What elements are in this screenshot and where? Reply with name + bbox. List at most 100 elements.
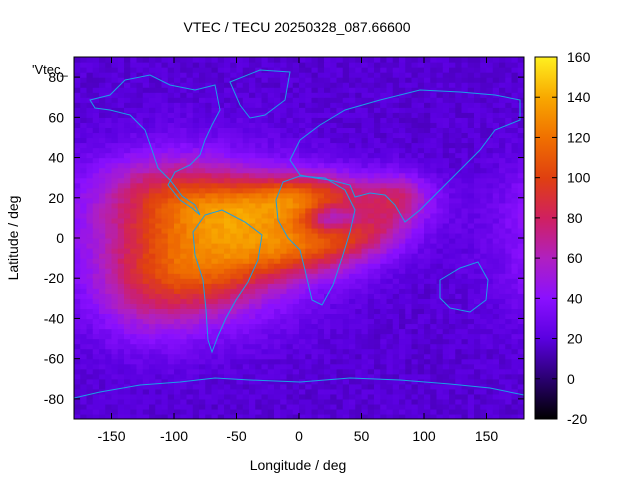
heatmap-cell	[461, 102, 469, 108]
heatmap-cell	[124, 162, 131, 169]
heatmap-cell	[249, 117, 256, 123]
heatmap-cell	[286, 353, 294, 360]
heatmap-cell	[261, 182, 269, 189]
heatmap-cell	[255, 77, 263, 83]
heatmap-cell	[99, 132, 106, 139]
heatmap-cell	[324, 192, 331, 199]
heatmap-cell	[449, 122, 456, 128]
heatmap-cell	[105, 182, 113, 189]
heatmap-cell	[149, 97, 156, 103]
heatmap-cell	[299, 187, 306, 194]
heatmap-cell	[267, 248, 275, 254]
heatmap-cell	[155, 243, 163, 249]
heatmap-cell	[342, 313, 350, 320]
heatmap-cell	[167, 137, 175, 144]
heatmap-cell	[311, 328, 319, 335]
heatmap-cell	[192, 283, 200, 289]
heatmap-cell	[442, 313, 450, 320]
heatmap-cell	[380, 413, 388, 419]
heatmap-cell	[355, 248, 363, 254]
heatmap-cell	[261, 147, 269, 154]
heatmap-cell	[505, 87, 513, 93]
heatmap-cell	[180, 273, 188, 279]
heatmap-cell	[386, 207, 394, 214]
heatmap-cell	[230, 187, 238, 194]
heatmap-cell	[249, 167, 256, 174]
heatmap-cell	[311, 358, 319, 365]
heatmap-cell	[180, 202, 188, 209]
heatmap-cell	[261, 378, 269, 385]
heatmap-cell	[317, 127, 325, 134]
heatmap-cell	[205, 248, 213, 254]
heatmap-cell	[199, 338, 206, 345]
heatmap-cell	[136, 328, 144, 335]
heatmap-cell	[461, 82, 469, 88]
heatmap-cell	[167, 102, 175, 108]
heatmap-cell	[130, 187, 138, 194]
heatmap-cell	[92, 363, 100, 370]
heatmap-cell	[436, 303, 444, 309]
heatmap-cell	[355, 152, 363, 159]
heatmap-cell	[280, 263, 288, 269]
heatmap-cell	[449, 167, 456, 174]
heatmap-cell	[92, 77, 100, 83]
heatmap-cell	[380, 187, 388, 194]
heatmap-cell	[105, 117, 113, 123]
heatmap-cell	[217, 152, 225, 159]
heatmap-cell	[367, 403, 375, 410]
heatmap-cell	[174, 358, 181, 365]
heatmap-cell	[392, 162, 400, 169]
heatmap-cell	[417, 102, 425, 108]
heatmap-cell	[349, 212, 356, 219]
heatmap-cell	[242, 97, 250, 103]
heatmap-cell	[511, 413, 519, 419]
heatmap-cell	[342, 338, 350, 345]
heatmap-cell	[380, 137, 388, 144]
heatmap-cell	[286, 348, 294, 355]
heatmap-cell	[111, 212, 119, 219]
heatmap-cell	[349, 283, 356, 289]
heatmap-cell	[299, 293, 306, 299]
heatmap-cell	[392, 82, 400, 88]
heatmap-cell	[286, 187, 294, 194]
heatmap-cell	[74, 293, 81, 299]
heatmap-cell	[274, 167, 281, 174]
heatmap-cell	[230, 293, 238, 299]
heatmap-cell	[380, 127, 388, 134]
heatmap-cell	[99, 147, 106, 154]
heatmap-cell	[517, 238, 524, 244]
heatmap-cell	[117, 348, 125, 355]
heatmap-cell	[142, 227, 150, 234]
heatmap-cell	[355, 238, 363, 244]
heatmap-cell	[474, 172, 481, 179]
heatmap-cell	[99, 273, 106, 279]
heatmap-cell	[267, 112, 275, 118]
heatmap-cell	[430, 212, 438, 219]
heatmap-cell	[74, 127, 81, 134]
heatmap-cell	[330, 253, 338, 259]
heatmap-cell	[474, 212, 481, 219]
heatmap-cell	[105, 273, 113, 279]
heatmap-cell	[280, 363, 288, 370]
heatmap-cell	[249, 338, 256, 345]
heatmap-cell	[142, 368, 150, 375]
heatmap-cell	[230, 288, 238, 294]
heatmap-cell	[305, 97, 313, 103]
heatmap-cell	[230, 102, 238, 108]
heatmap-cell	[349, 338, 356, 345]
heatmap-cell	[74, 303, 81, 309]
heatmap-cell	[142, 403, 150, 410]
heatmap-cell	[480, 398, 488, 405]
heatmap-cell	[124, 368, 131, 375]
heatmap-cell	[142, 117, 150, 123]
heatmap-cell	[199, 137, 206, 144]
heatmap-cell	[111, 82, 119, 88]
heatmap-cell	[136, 152, 144, 159]
heatmap-cell	[217, 263, 225, 269]
heatmap-cell	[167, 408, 175, 415]
heatmap-cell	[499, 268, 506, 274]
heatmap-cell	[386, 268, 394, 274]
heatmap-cell	[292, 413, 300, 419]
heatmap-cell	[242, 308, 250, 315]
heatmap-cell	[499, 87, 506, 93]
